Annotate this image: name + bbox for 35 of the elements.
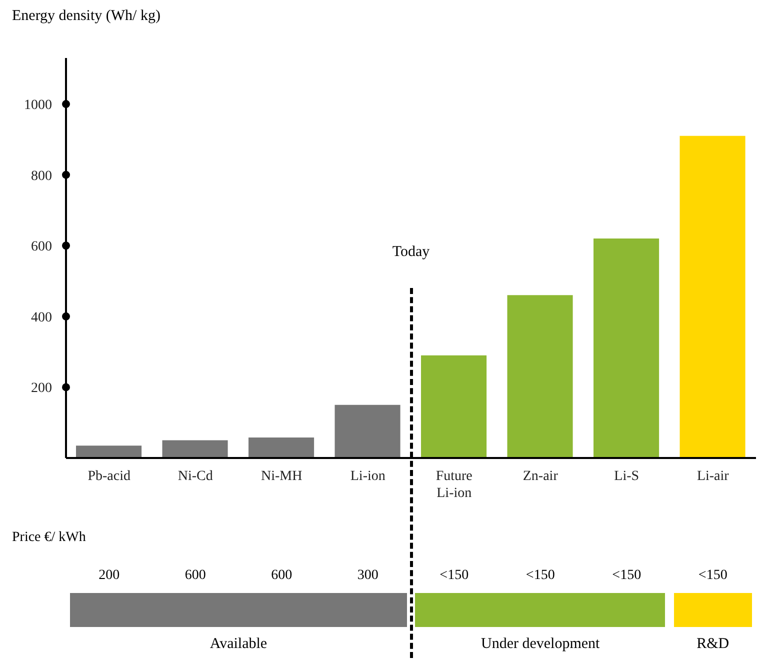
text: 600 (270, 568, 294, 584)
text: <150 (438, 568, 470, 584)
text: Price €/ kWh (12, 530, 86, 546)
x-tick-label: Ni-MH (261, 469, 302, 484)
bar (680, 136, 746, 458)
text: <150 (697, 568, 728, 584)
y-tick-label: 800 (31, 168, 52, 184)
bar (594, 238, 660, 458)
text: <150 (611, 568, 642, 584)
bar (334, 404, 400, 458)
x-tick-label: Li-ion (350, 469, 386, 484)
text: 300 (356, 568, 380, 584)
y-axis-title: Energy density (Wh/ kg) (12, 8, 160, 25)
bar (248, 437, 314, 458)
y-tick-label: 400 (31, 310, 52, 326)
bar (421, 355, 487, 458)
text: 600 (184, 568, 207, 584)
x-tick-label: Pb-acid (88, 469, 131, 484)
y-tick-label: 600 (31, 240, 52, 255)
text: <150 (524, 568, 556, 584)
x-tick-label: Li-air (696, 469, 730, 484)
bar (76, 446, 142, 458)
text: Available (208, 636, 268, 653)
x-tick-label: Ni-Cd (178, 469, 213, 484)
text: R&D (696, 636, 730, 653)
x-tick-label: Li-S (614, 469, 640, 484)
x-tick-label: Future Li-ion (436, 469, 472, 501)
bar (507, 295, 573, 458)
text: 200 (98, 568, 121, 584)
y-tick-label: 1000 (24, 98, 52, 114)
x-tick-label: Zn-air (522, 469, 558, 484)
bar (162, 440, 228, 458)
text: Under development (480, 636, 601, 653)
annotation: Today (391, 244, 431, 261)
y-tick-label: 200 (31, 381, 52, 396)
